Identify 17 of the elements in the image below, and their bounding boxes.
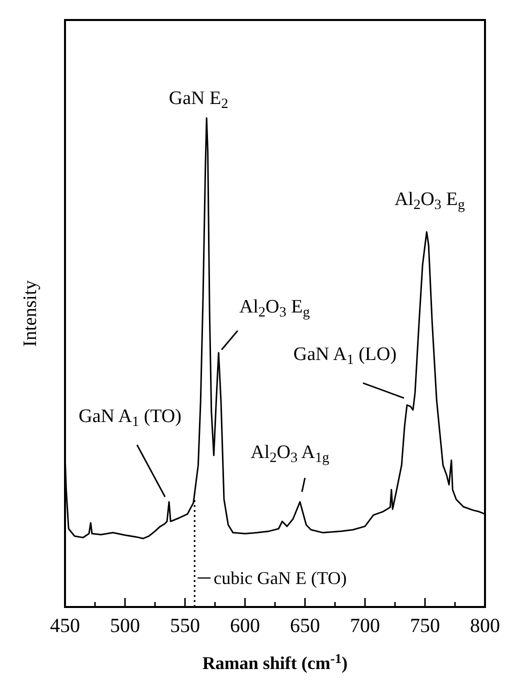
- x-tick-label: 500: [110, 615, 140, 637]
- ref-line-label: cubic GaN E (TO): [214, 568, 347, 588]
- x-tick-label: 800: [470, 615, 500, 637]
- x-tick-label: 600: [230, 615, 260, 637]
- annotation: Al$_{2}$O$_{3}$ E$_{g}$: [239, 296, 310, 320]
- x-tick-label: 450: [50, 615, 80, 637]
- annotation: GaN A$_{1}$ (LO): [293, 344, 397, 368]
- x-tick-label: 700: [350, 615, 380, 637]
- y-axis-title: Intensity: [20, 280, 41, 347]
- x-tick-label: 550: [170, 615, 200, 637]
- x-tick-label: 750: [410, 615, 440, 637]
- x-tick-label: 650: [290, 615, 320, 637]
- annotation: Al$_{2}$O$_{3}$ A$_{1g}$: [250, 442, 330, 466]
- annotation: GaN E$_{2}$: [168, 88, 228, 112]
- x-axis-title: Raman shift (cm$^{-1}$): [202, 650, 348, 673]
- annotation: GaN A$_{1}$ (TO): [78, 406, 182, 430]
- annotation: Al$_{2}$O$_{3}$ E$_{g}$: [394, 188, 465, 212]
